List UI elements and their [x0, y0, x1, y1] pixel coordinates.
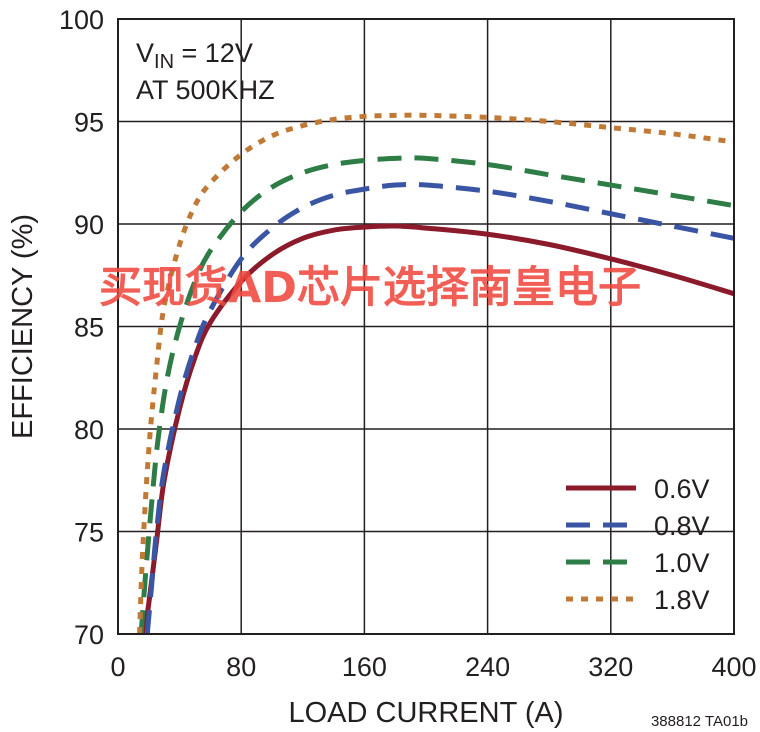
- watermark-text: 买现货AD芯片选择南皇电子: [99, 263, 641, 313]
- y-tick-label: 70: [74, 620, 104, 650]
- plot-frame: [117, 18, 735, 635]
- tick-labels: 0 80 160 240 320 400 70 75 80 85 90 95 100: [59, 5, 757, 682]
- series-line-3: [137, 112, 735, 635]
- annotation-subscript: IN: [154, 51, 174, 73]
- figure-code: 388812 TA01b: [651, 713, 748, 730]
- y-tick-label: 80: [74, 415, 104, 445]
- series-line-1: [144, 181, 735, 635]
- y-tick-label: 100: [59, 5, 104, 35]
- annotation-frequency: AT 500KHZ: [136, 75, 275, 105]
- y-tick-label: 85: [74, 313, 104, 343]
- legend-label-1: 0.8V: [654, 511, 710, 541]
- series-layer: [137, 112, 735, 635]
- x-tick-label: 160: [342, 652, 387, 682]
- y-axis-label: EFFICIENCY (%): [7, 214, 39, 439]
- x-tick-label: 400: [711, 652, 756, 682]
- annotation-vin: VIN = 12V: [136, 38, 253, 73]
- legend: 0.6V 0.8V 1.0V 1.8V: [566, 474, 710, 615]
- x-tick-label: 0: [110, 652, 125, 682]
- x-tick-label: 320: [588, 652, 633, 682]
- annotation-v: V: [136, 38, 154, 68]
- series-line-2: [138, 155, 735, 635]
- x-axis-label: LOAD CURRENT (A): [289, 697, 564, 729]
- legend-label-2: 1.0V: [654, 548, 710, 578]
- x-tick-label: 240: [465, 652, 510, 682]
- x-tick-label: 80: [226, 652, 256, 682]
- y-tick-label: 90: [74, 210, 104, 240]
- legend-label-0: 0.6V: [654, 474, 710, 504]
- annotation-value: = 12V: [174, 38, 253, 68]
- legend-label-3: 1.8V: [654, 585, 710, 615]
- y-tick-label: 75: [74, 518, 104, 548]
- y-tick-label: 95: [74, 108, 104, 138]
